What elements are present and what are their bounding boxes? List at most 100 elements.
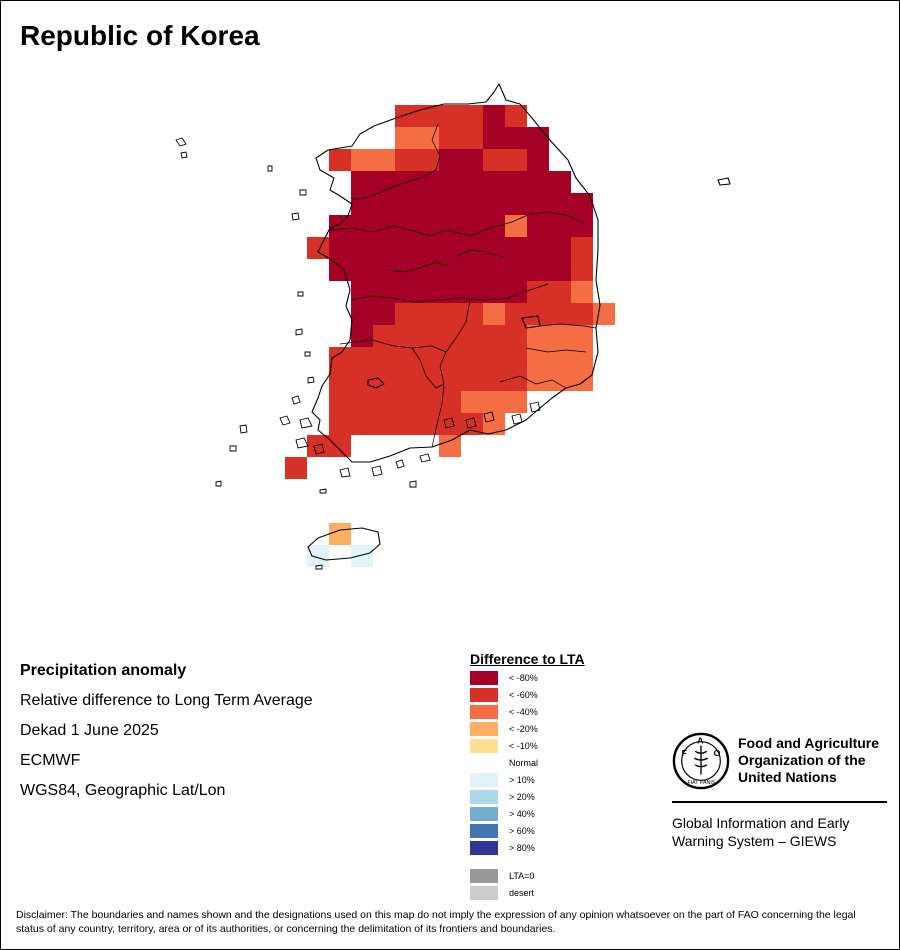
anomaly-cell xyxy=(483,127,505,149)
anomaly-cell xyxy=(527,369,549,391)
anomaly-cell xyxy=(373,303,395,325)
map-info: Precipitation anomaly Relative differenc… xyxy=(20,656,313,806)
anomaly-cell xyxy=(549,369,571,391)
legend-label: Normal xyxy=(509,758,539,768)
anomaly-cell xyxy=(483,105,505,127)
anomaly-cell xyxy=(461,347,483,369)
giews-line2: Warning System – GIEWS xyxy=(672,833,837,849)
anomaly-cell xyxy=(373,193,395,215)
anomaly-cell xyxy=(571,237,593,259)
anomaly-cell xyxy=(329,259,351,281)
legend-label: desert xyxy=(509,888,535,898)
anomaly-cell xyxy=(483,303,505,325)
fao-logo-letter-o: O xyxy=(714,748,721,758)
anomaly-cell xyxy=(461,303,483,325)
anomaly-cell xyxy=(395,369,417,391)
anomaly-cell xyxy=(505,281,527,303)
legend-label: > 40% xyxy=(509,809,535,819)
anomaly-cell xyxy=(351,281,373,303)
legend-swatch xyxy=(470,824,498,838)
anomaly-cell xyxy=(417,193,439,215)
islands xyxy=(175,137,541,570)
legend-swatch xyxy=(470,671,498,685)
anomaly-cell xyxy=(439,127,461,149)
anomaly-cell xyxy=(351,149,373,171)
anomaly-cell xyxy=(373,347,395,369)
anomaly-cell xyxy=(483,325,505,347)
anomaly-cell xyxy=(351,369,373,391)
anomaly-cell xyxy=(373,215,395,237)
anomaly-cell xyxy=(483,281,505,303)
anomaly-cell xyxy=(483,259,505,281)
anomaly-cell xyxy=(527,193,549,215)
anomaly-cell xyxy=(549,303,571,325)
anomaly-cell xyxy=(329,391,351,413)
anomaly-cell xyxy=(439,193,461,215)
legend: Difference to LTA < -80% < -60% < -40% < -2… xyxy=(470,651,585,900)
anomaly-cell xyxy=(307,237,329,259)
anomaly-cell xyxy=(527,237,549,259)
anomaly-cell xyxy=(329,215,351,237)
anomaly-cell xyxy=(417,347,439,369)
anomaly-cell xyxy=(417,215,439,237)
anomaly-cell xyxy=(483,413,505,435)
fao-name: Food and Agriculture Organization of the… xyxy=(738,735,879,786)
legend-label: < -80% xyxy=(509,673,538,683)
anomaly-cell xyxy=(549,171,571,193)
anomaly-cell xyxy=(351,347,373,369)
anomaly-cell xyxy=(461,171,483,193)
anomaly-cell xyxy=(483,193,505,215)
anomaly-cell xyxy=(483,391,505,413)
anomaly-cell xyxy=(373,325,395,347)
anomaly-cell xyxy=(571,193,593,215)
anomaly-cell xyxy=(527,215,549,237)
anomaly-cell xyxy=(285,457,307,479)
anomaly-cell xyxy=(527,149,549,171)
anomaly-cell xyxy=(461,105,483,127)
anomaly-cell xyxy=(373,259,395,281)
anomaly-cell xyxy=(439,391,461,413)
legend-swatch xyxy=(470,869,498,883)
anomaly-cell xyxy=(329,435,351,457)
legend-title: Difference to LTA xyxy=(470,651,585,667)
anomaly-cell xyxy=(351,303,373,325)
anomaly-cell xyxy=(461,413,483,435)
fao-logo-letter-a: A xyxy=(697,736,704,746)
anomaly-cell xyxy=(439,215,461,237)
anomaly-cell xyxy=(527,171,549,193)
legend-label: < -20% xyxy=(509,724,538,734)
anomaly-grid xyxy=(285,105,615,567)
anomaly-cell xyxy=(549,347,571,369)
anomaly-cell xyxy=(351,545,373,567)
anomaly-cell xyxy=(461,193,483,215)
anomaly-cell xyxy=(395,127,417,149)
legend-label: > 10% xyxy=(509,775,535,785)
anomaly-cell xyxy=(549,325,571,347)
anomaly-cell xyxy=(329,523,351,545)
disclaimer: Disclaimer: The boundaries and names sho… xyxy=(16,909,856,935)
anomaly-cell xyxy=(395,325,417,347)
anomaly-cell xyxy=(571,369,593,391)
legend-label: > 60% xyxy=(509,826,535,836)
anomaly-cell xyxy=(417,325,439,347)
anomaly-cell xyxy=(527,127,549,149)
anomaly-cell xyxy=(373,413,395,435)
legend-swatch xyxy=(470,705,498,719)
anomaly-cell xyxy=(329,413,351,435)
legend-swatch xyxy=(470,756,498,770)
anomaly-cell xyxy=(505,193,527,215)
anomaly-cell xyxy=(439,105,461,127)
anomaly-cell xyxy=(351,259,373,281)
anomaly-cell xyxy=(395,215,417,237)
legend-label: < -60% xyxy=(509,690,538,700)
anomaly-cell xyxy=(505,237,527,259)
anomaly-cell xyxy=(571,303,593,325)
anomaly-cell xyxy=(439,259,461,281)
legend-label: < -10% xyxy=(509,741,538,751)
anomaly-cell xyxy=(571,259,593,281)
anomaly-cell xyxy=(505,149,527,171)
anomaly-cell xyxy=(505,171,527,193)
anomaly-cell xyxy=(395,171,417,193)
anomaly-cell xyxy=(461,325,483,347)
anomaly-cell xyxy=(395,259,417,281)
